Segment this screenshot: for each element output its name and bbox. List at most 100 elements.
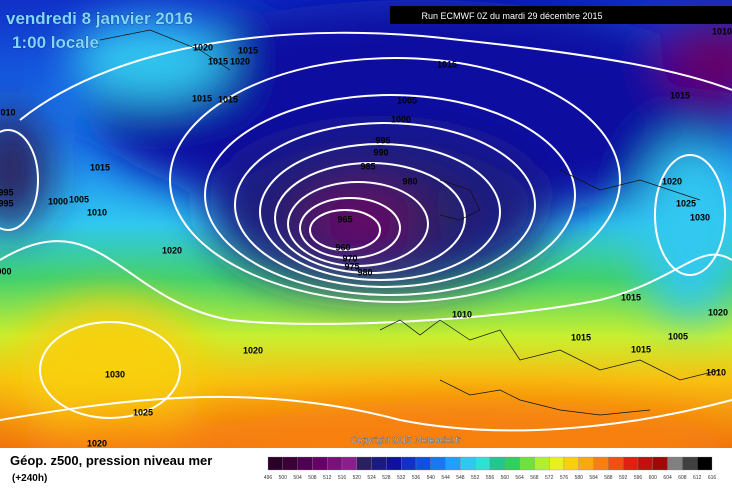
colorbar-label: 596 [634,475,643,481]
isobar-label: 980 [402,176,417,186]
color-cell [401,456,417,471]
isobar-label: 010 [0,107,15,117]
color-cell [593,456,609,471]
color-cell [341,456,357,471]
colorbar-label: 524 [367,475,376,481]
copyright: Copyright 2015 Meteociel.fr [351,435,461,445]
color-cell [371,456,387,471]
isobar-label: 1030 [690,212,710,222]
color-cell [489,456,505,471]
colorbar-label: 536 [412,475,421,481]
colorbar-label: 540 [427,475,436,481]
colorbar-label: 592 [619,475,628,481]
colorbar-label: 512 [323,475,332,481]
isobar-label: 1000 [48,196,68,206]
colorbar-label: 564 [515,475,524,481]
colorbar-label: 516 [338,475,347,481]
isobar-label: 1020 [193,42,213,52]
isobar-label: 980 [357,267,372,277]
isobar-label: 1015 [218,94,238,104]
isobar-label: 1015 [90,162,110,172]
colorbar-label: 560 [501,475,510,481]
isolines [0,31,732,432]
isobar-label: 1015 [437,59,457,69]
color-cell [267,456,283,471]
color-cell [475,456,491,471]
colorbar-label: 584 [589,475,598,481]
color-cell [637,456,653,471]
isobar-label: 1020 [708,307,728,317]
colorbar-label: 576 [560,475,569,481]
isobar-label: 1015 [208,56,228,66]
time: 1:00 locale [12,33,99,52]
color-cell [356,456,372,471]
isobar-label: 1020 [87,438,107,448]
color-cell [549,456,565,471]
colorbar-label: 548 [456,475,465,481]
colorbar-label: 580 [575,475,584,481]
colorbar-label: 504 [293,475,302,481]
isobar-label: 1020 [230,56,250,66]
coastlines [99,29,721,416]
color-cell [697,456,713,471]
color-cell [652,456,668,471]
isobar-label: 1005 [69,194,89,204]
color-cell [623,456,639,471]
isobar-label: 985 [360,161,375,171]
color-cell [282,456,298,471]
isobar-label: 995 [0,187,14,197]
colorbar-label: 528 [382,475,391,481]
color-cell [578,456,594,471]
isobar-label: 1025 [133,407,153,417]
isobar-label: 965 [337,214,352,224]
color-cell [430,456,446,471]
colorbar-label: 616 [708,475,717,481]
color-cell [327,456,343,471]
isobar-label: 1005 [668,331,688,341]
isobar-label: 1020 [162,245,182,255]
isobar-label: 1015 [631,344,651,354]
color-cell [563,456,579,471]
date: vendredi 8 janvier 2016 [6,9,193,28]
color-cell [682,456,698,471]
color-cell [297,456,313,471]
color-cell [667,456,683,471]
colorbar-label: 612 [693,475,702,481]
isobar-label: 990 [373,147,388,157]
isobar-label: 1020 [243,345,263,355]
isobar-label: 1015 [238,45,258,55]
colorbar-label: 544 [441,475,450,481]
colorbar-label: 588 [604,475,613,481]
colorbar-label: 568 [530,475,539,481]
colorbar-label: 520 [353,475,362,481]
colorbar: 496 500 504 508 512 516 520 524 528 532 536 540 544 5… [264,456,717,481]
isobar-label: 1005 [397,95,417,105]
isobar-label: 1015 [192,93,212,103]
colorbar-label: 572 [545,475,554,481]
isobar-label: 1015 [621,292,641,302]
isobar-label: 1025 [676,198,696,208]
color-cell [312,456,328,471]
isobar-label: 1030 [105,369,125,379]
isobar-label: 1010 [452,309,472,319]
colorbar-label: 508 [308,475,317,481]
colorbar-label: 552 [471,475,480,481]
color-cell [460,456,476,471]
isobar-label: 970 [342,253,357,263]
run-info: Run ECMWF 0Z du mardi 29 décembre 2015 [421,11,602,21]
isobar-label: 960 [335,242,350,252]
footer-title: Géop. z500, pression niveau mer [10,453,212,468]
colorbar-label: 500 [279,475,288,481]
color-cell [534,456,550,471]
lead-time: (+240h) [12,473,47,484]
color-cell [519,456,535,471]
colorbar-label: 496 [264,475,273,481]
color-cell [608,456,624,471]
color-cell [415,456,431,471]
isobar-label: 1020 [662,176,682,186]
colorbar-label: 556 [486,475,495,481]
isobar-label: 1015 [571,332,591,342]
